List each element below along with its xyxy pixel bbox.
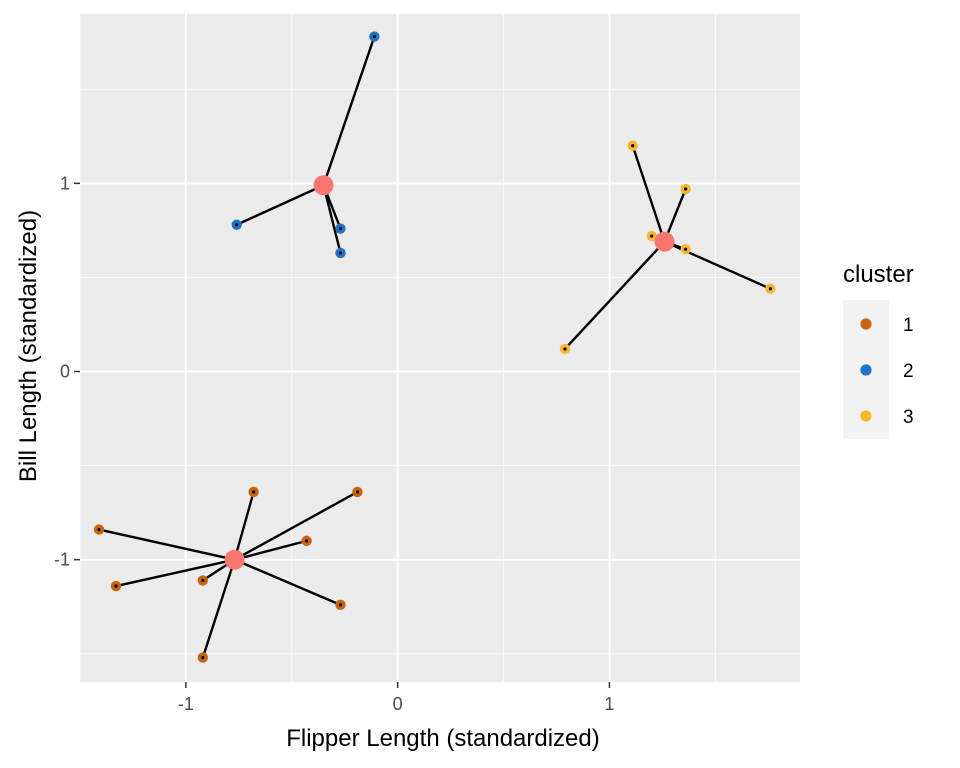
data-point-center [304, 539, 309, 543]
axis-ticks [74, 182, 611, 688]
connector-line [234, 539, 307, 561]
connector-line [564, 240, 666, 350]
data-point-center [338, 603, 343, 607]
data-point-center [650, 234, 654, 238]
data-point-center [114, 584, 118, 588]
y-tick-label: -1 [54, 550, 70, 570]
plot-panel [80, 14, 800, 682]
y-axis-title: Bill Length (standardized) [15, 210, 42, 482]
data-point-center [235, 223, 239, 227]
connector-line [233, 491, 255, 561]
connector-line [631, 145, 666, 243]
x-tick-label: -1 [178, 694, 194, 714]
data-point-center [201, 578, 205, 582]
y-tick-label: 1 [60, 173, 70, 193]
legend-title: cluster [843, 261, 914, 288]
legend-label-3: 3 [903, 407, 914, 428]
connector-line [322, 184, 342, 254]
x-axis-title: Flipper Length (standardized) [286, 725, 600, 752]
legend-key-2 [860, 364, 872, 376]
data-point-center [355, 490, 360, 494]
data-point-center [684, 187, 688, 191]
legend-label-1: 1 [903, 315, 914, 336]
data-point-center [631, 144, 635, 148]
legend-key-1 [860, 318, 872, 330]
data-point-center [201, 655, 205, 660]
data-points [93, 31, 776, 663]
data-point-center [372, 34, 376, 39]
centroid-connectors [98, 36, 771, 658]
data-point-center [768, 287, 772, 291]
data-point-center [97, 527, 101, 532]
legend-key-3 [860, 410, 872, 422]
connector-line [201, 559, 236, 658]
centroid-point-1 [224, 549, 245, 570]
data-point-center [563, 347, 567, 351]
x-tick-label: 1 [604, 694, 614, 714]
legend-label-2: 2 [903, 361, 914, 382]
connector-line [98, 528, 235, 561]
centroid-point-3 [654, 231, 675, 252]
data-point-center [338, 226, 343, 231]
connector-line [234, 558, 341, 606]
connector-line [234, 490, 358, 561]
legend-items: 1 2 3 [860, 315, 914, 428]
centroid-point-2 [313, 175, 334, 196]
major-gridlines [80, 14, 800, 682]
data-point-center [684, 247, 688, 251]
connector-line [322, 36, 376, 186]
connector-line [236, 184, 325, 226]
centroids [224, 175, 675, 570]
tick-labels: -1 0 1 -1 0 1 [54, 173, 614, 714]
data-point-center [338, 251, 343, 255]
legend: cluster 1 2 3 [843, 261, 914, 439]
x-tick-label: 0 [393, 694, 403, 714]
y-tick-label: 0 [60, 362, 70, 382]
connector-line [115, 558, 235, 588]
data-point-center [252, 490, 256, 494]
